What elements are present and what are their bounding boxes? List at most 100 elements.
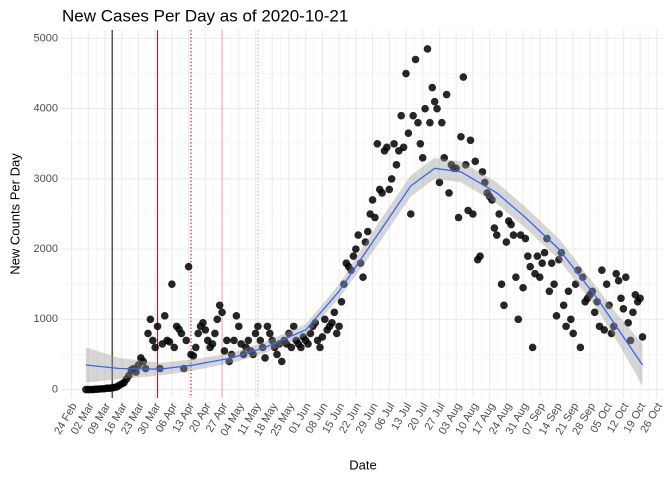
point — [230, 336, 238, 345]
point — [559, 301, 568, 310]
point — [550, 280, 558, 289]
point — [297, 343, 305, 352]
point — [533, 252, 542, 260]
point — [528, 343, 537, 352]
point — [562, 322, 570, 331]
point — [404, 129, 413, 138]
y-tick-label: 2000 — [34, 243, 58, 255]
point — [148, 336, 157, 345]
point — [497, 280, 506, 289]
point — [626, 336, 635, 345]
point — [153, 322, 162, 331]
point — [521, 234, 530, 243]
point — [421, 104, 429, 113]
trend-line — [85, 167, 644, 370]
point — [244, 336, 253, 345]
point — [332, 329, 341, 338]
point — [535, 273, 544, 282]
point — [356, 259, 365, 267]
point — [160, 312, 169, 320]
point — [569, 329, 578, 338]
point — [139, 357, 148, 366]
point — [564, 287, 573, 296]
point — [146, 315, 155, 324]
point — [490, 224, 499, 232]
point — [304, 340, 312, 348]
point — [168, 280, 176, 289]
y-tick-label: 3000 — [34, 173, 58, 185]
point — [170, 343, 179, 352]
point — [220, 347, 229, 355]
point — [201, 326, 210, 334]
point — [184, 262, 193, 271]
point — [263, 322, 272, 331]
y-tick-label: 0 — [52, 383, 58, 395]
point — [617, 294, 625, 303]
y-tick-label: 1000 — [34, 313, 58, 325]
point — [285, 329, 293, 338]
point — [552, 312, 561, 320]
point — [540, 248, 549, 257]
point — [392, 161, 401, 169]
point — [638, 333, 647, 341]
point — [156, 364, 164, 373]
point — [440, 154, 449, 162]
point — [466, 136, 475, 145]
y-axis-label: New Counts Per Day — [7, 153, 22, 275]
point — [461, 161, 470, 169]
point — [459, 73, 468, 81]
point — [330, 308, 339, 317]
point — [359, 273, 367, 282]
point — [144, 329, 152, 338]
point — [266, 329, 274, 338]
point — [435, 178, 444, 187]
point — [352, 245, 360, 253]
point — [354, 231, 363, 239]
point — [316, 343, 324, 352]
confidence-band — [85, 157, 643, 387]
point — [607, 329, 616, 338]
point — [361, 238, 370, 246]
point — [567, 315, 575, 324]
point — [619, 305, 628, 313]
point — [177, 329, 186, 338]
point — [509, 231, 518, 239]
point — [191, 343, 200, 352]
point — [545, 287, 554, 296]
point — [371, 213, 379, 222]
point — [495, 210, 503, 218]
point — [208, 340, 217, 348]
point — [488, 196, 496, 204]
point — [414, 118, 422, 127]
point — [165, 338, 174, 346]
point — [576, 343, 585, 352]
point — [256, 336, 265, 345]
point — [399, 143, 408, 152]
point — [402, 69, 410, 78]
point — [519, 283, 527, 292]
point — [476, 252, 484, 260]
point — [234, 322, 243, 331]
point — [289, 322, 298, 331]
point — [223, 336, 231, 345]
point — [390, 139, 398, 148]
point — [507, 220, 515, 229]
point — [328, 319, 336, 327]
point — [363, 227, 372, 236]
point — [383, 143, 391, 152]
point — [605, 301, 613, 310]
point — [578, 273, 587, 282]
point — [593, 297, 601, 306]
point — [426, 118, 434, 127]
point — [500, 301, 508, 310]
point — [318, 333, 327, 341]
point — [612, 269, 621, 278]
point — [555, 255, 563, 264]
point — [610, 322, 618, 331]
point — [416, 139, 425, 148]
point — [194, 329, 202, 338]
point — [411, 55, 420, 64]
point — [624, 319, 632, 327]
point — [306, 329, 315, 338]
